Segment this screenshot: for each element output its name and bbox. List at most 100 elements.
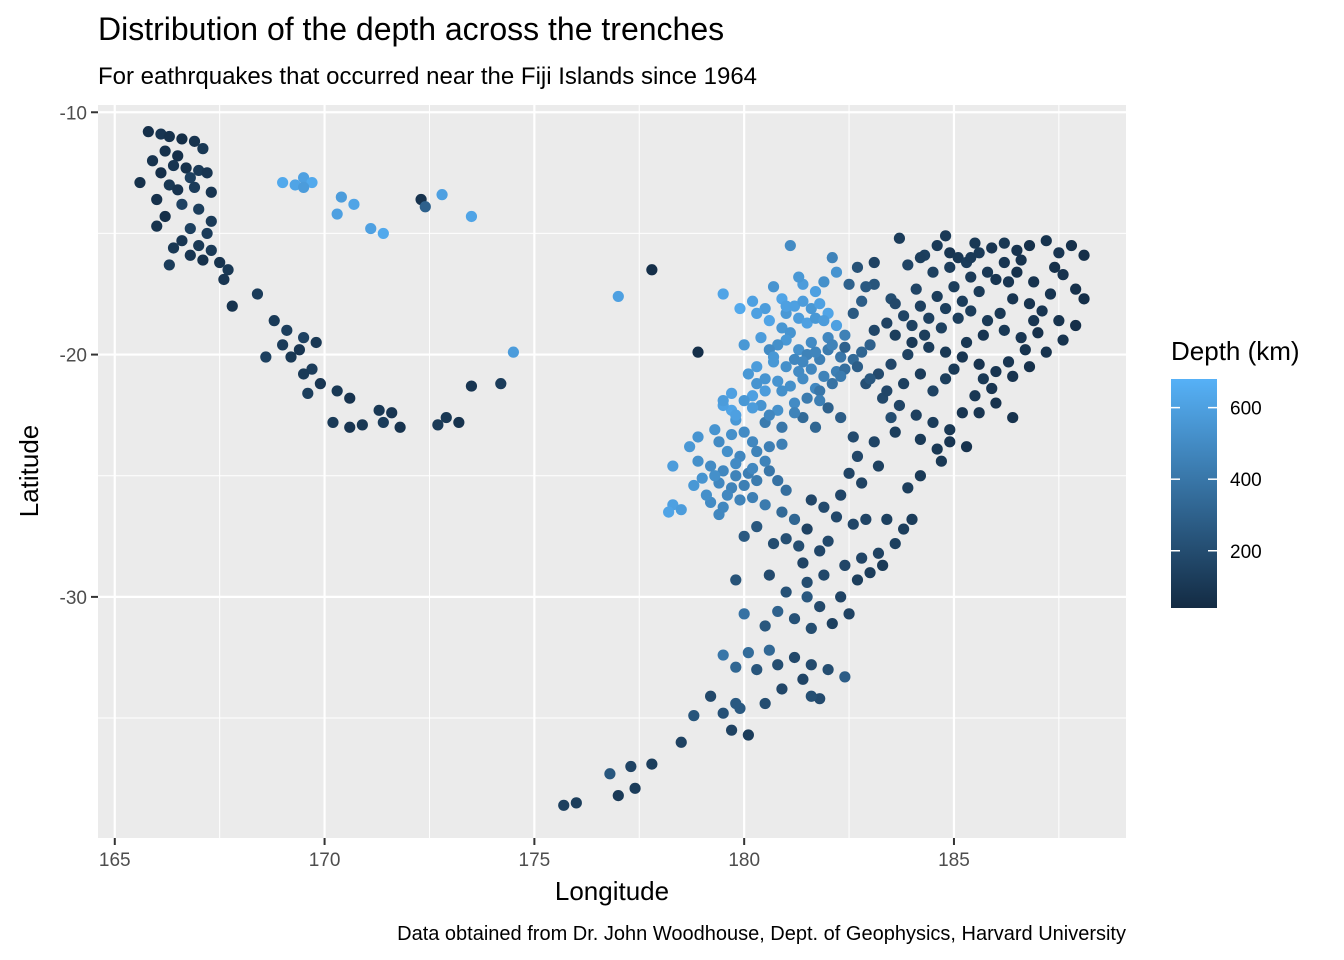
data-point xyxy=(465,210,478,223)
data-point xyxy=(159,145,171,157)
data-point xyxy=(201,167,213,179)
data-point xyxy=(797,295,809,307)
data-point xyxy=(973,247,985,259)
data-point xyxy=(776,438,788,450)
data-point xyxy=(805,690,817,702)
data-point xyxy=(507,346,519,358)
data-point xyxy=(939,302,952,315)
data-point xyxy=(835,489,847,501)
data-point xyxy=(705,460,717,472)
data-point xyxy=(986,382,998,395)
data-point xyxy=(835,411,847,424)
data-point xyxy=(1015,254,1027,266)
data-point xyxy=(868,278,880,290)
data-point xyxy=(755,332,767,344)
y-axis-label: Latitude xyxy=(14,425,44,518)
data-point xyxy=(931,443,943,455)
data-point xyxy=(981,315,994,327)
data-point xyxy=(847,431,859,443)
data-point xyxy=(604,768,616,780)
data-point xyxy=(1057,269,1069,281)
data-point xyxy=(298,332,310,344)
data-point xyxy=(973,407,985,419)
data-point xyxy=(155,128,167,140)
data-point xyxy=(780,334,792,346)
data-point xyxy=(734,494,746,506)
data-point xyxy=(793,540,805,552)
data-point xyxy=(163,130,175,143)
data-point xyxy=(298,181,310,193)
data-point xyxy=(344,421,356,433)
data-point xyxy=(839,559,851,571)
data-point xyxy=(835,351,847,363)
data-point xyxy=(738,479,750,492)
data-point xyxy=(889,537,901,550)
data-point xyxy=(835,370,847,382)
x-tick-label: 185 xyxy=(938,850,970,871)
data-point xyxy=(1028,276,1040,288)
data-point xyxy=(1036,305,1048,317)
data-point xyxy=(692,431,704,443)
legend-tick-label: 600 xyxy=(1230,399,1262,420)
data-point xyxy=(222,264,234,276)
data-point xyxy=(818,276,830,288)
data-point xyxy=(713,436,725,448)
data-point xyxy=(759,499,771,511)
data-point xyxy=(1002,356,1015,368)
data-point xyxy=(159,210,171,223)
data-point xyxy=(843,278,855,290)
data-point xyxy=(759,455,771,467)
data-point xyxy=(285,351,297,363)
data-point xyxy=(751,361,763,373)
data-point xyxy=(910,409,922,421)
data-point xyxy=(763,315,775,327)
data-point xyxy=(176,235,188,247)
data-point xyxy=(1057,334,1069,346)
data-point xyxy=(872,547,885,559)
data-point xyxy=(344,392,356,404)
data-point xyxy=(998,324,1010,336)
data-point xyxy=(776,506,788,518)
data-point xyxy=(1002,276,1015,288)
data-point xyxy=(914,252,927,264)
data-point xyxy=(969,237,981,249)
data-point xyxy=(142,126,154,138)
data-point xyxy=(377,227,389,240)
data-point xyxy=(788,651,801,664)
data-point xyxy=(692,455,704,467)
data-point xyxy=(990,273,1002,286)
grid-major xyxy=(98,105,1126,838)
data-point xyxy=(1040,235,1052,247)
data-point xyxy=(1023,298,1036,310)
data-point xyxy=(759,620,771,632)
data-point xyxy=(742,729,754,741)
data-point xyxy=(709,470,721,482)
data-point xyxy=(742,647,754,659)
data-point xyxy=(939,373,952,385)
data-point xyxy=(809,285,822,298)
data-point xyxy=(889,329,901,341)
data-point xyxy=(730,661,742,673)
data-point xyxy=(784,239,796,252)
data-point xyxy=(751,521,763,533)
data-point xyxy=(675,504,687,516)
data-point xyxy=(839,671,851,683)
data-point xyxy=(805,302,817,315)
x-axis-ticks: 165 170 175 180 185 xyxy=(99,838,970,871)
data-point xyxy=(881,513,893,525)
data-point xyxy=(860,281,872,293)
data-point xyxy=(805,336,817,349)
data-point xyxy=(851,574,864,586)
data-point xyxy=(814,693,826,705)
data-point xyxy=(793,312,805,324)
data-point xyxy=(826,378,838,390)
data-point xyxy=(939,230,952,242)
chart-caption: Data obtained from Dr. John Woodhouse, D… xyxy=(397,923,1126,945)
data-point xyxy=(969,390,981,402)
data-point xyxy=(663,506,675,518)
data-point xyxy=(277,176,289,189)
data-point xyxy=(994,307,1006,319)
data-point xyxy=(1015,332,1027,344)
data-point xyxy=(801,523,813,535)
data-point xyxy=(818,315,830,327)
